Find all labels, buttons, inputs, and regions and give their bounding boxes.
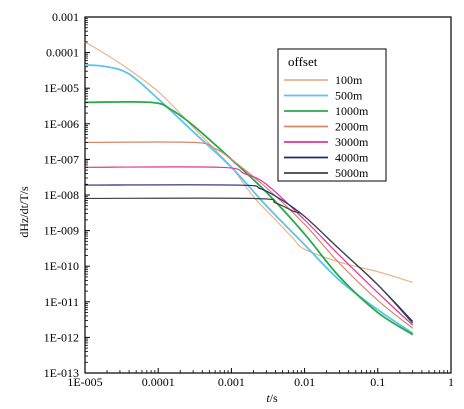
y-tick-label: 1E-009 — [44, 224, 79, 238]
x-tick-label: 0.0001 — [142, 375, 175, 389]
series-line-3000m — [84, 166, 414, 326]
legend-label: 5000m — [335, 166, 369, 180]
x-tick-label: 0.01 — [294, 375, 315, 389]
y-axis-label: dHz/dt/T/s — [17, 186, 31, 238]
x-axis-label: t/s — [266, 391, 278, 405]
axes-layer: 1E-005 0.0001 0.001 0.01 0.1 1 0.001 0.0001 1E-0… — [44, 10, 454, 389]
legend-label: 100m — [335, 73, 363, 87]
y-tick-label: 1E-012 — [44, 330, 79, 344]
x-tick-label: 0.1 — [370, 375, 385, 389]
series-line-100m — [84, 41, 413, 284]
y-tick-label: 1E-006 — [44, 117, 79, 131]
y-tick-label: 0.001 — [52, 10, 79, 24]
y-tick-label: 1E-013 — [44, 366, 79, 380]
legend-label: 2000m — [335, 120, 369, 134]
legend-box — [277, 48, 387, 182]
series-line-1000m — [84, 100, 414, 336]
x-tick-label: 1 — [448, 375, 454, 389]
legend-label: 1000m — [335, 104, 369, 118]
x-tick-label: 0.001 — [218, 375, 245, 389]
series-layer — [84, 41, 414, 336]
y-tick-label: 0.0001 — [46, 46, 79, 60]
y-tick-label: 1E-007 — [44, 152, 79, 166]
y-tick-label: 1E-008 — [44, 188, 79, 202]
series-line-5000m — [84, 197, 414, 324]
y-tick-label: 1E-005 — [44, 81, 79, 95]
legend-title: offset — [288, 54, 318, 69]
y-tick-label: 1E-010 — [44, 259, 79, 273]
legend-label: 3000m — [335, 135, 369, 149]
legend-label: 500m — [335, 89, 363, 103]
x-tick-label: 1E-005 — [67, 375, 102, 389]
series-line-2000m — [84, 141, 414, 329]
y-tick-label: 1E-011 — [44, 295, 79, 309]
legend-label: 4000m — [335, 151, 369, 165]
